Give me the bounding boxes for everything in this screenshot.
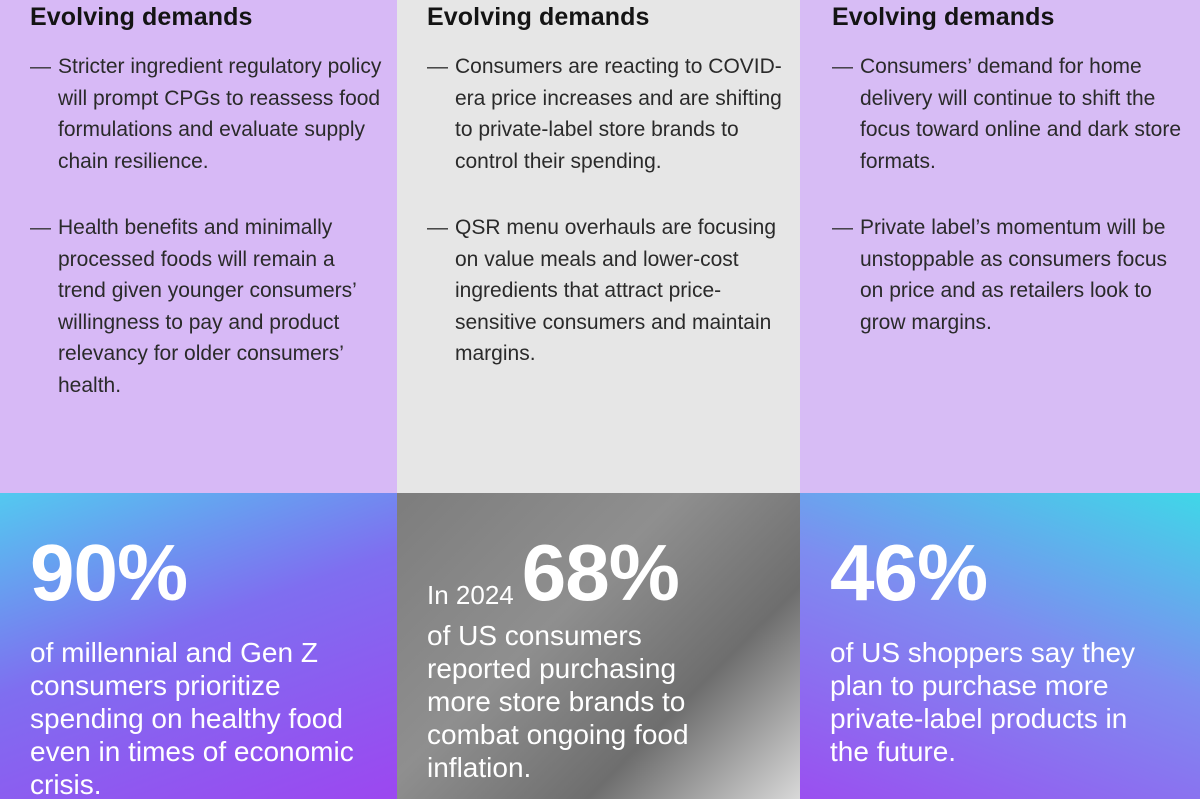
- column-heading: Evolving demands: [832, 3, 1055, 31]
- column-3: Evolving demands — Consumers’ demand for…: [800, 0, 1200, 799]
- list-item: — Private label’s momentum will be unsto…: [832, 212, 1200, 338]
- column-heading: Evolving demands: [427, 3, 650, 31]
- list-item: — QSR menu overhauls are focusing on val…: [427, 212, 800, 370]
- bullet-text: Consumers’ demand for home delivery will…: [860, 55, 1182, 173]
- stat-prefix: In 2024: [427, 580, 514, 610]
- dash-icon: —: [30, 55, 51, 78]
- dash-icon: —: [30, 216, 51, 239]
- list-item: — Health benefits and minimally processe…: [30, 212, 397, 401]
- column-2: Evolving demands — Consumers are reactin…: [397, 0, 800, 799]
- stat-value: 68%: [521, 528, 680, 617]
- dash-icon: —: [427, 55, 448, 78]
- bullet-text: QSR menu overhauls are focusing on value…: [455, 216, 776, 365]
- bullet-text: Private label’s momentum will be unstopp…: [860, 216, 1168, 334]
- stat-value: 46%: [830, 528, 988, 617]
- dash-icon: —: [427, 216, 448, 239]
- bullet-list: — Stricter ingredient regulatory policy …: [30, 51, 397, 401]
- column-1: Evolving demands — Stricter ingredient r…: [0, 0, 397, 799]
- stat-description: of US shoppers say they plan to purchase…: [830, 637, 1136, 767]
- stat-row: In 2024 68%: [427, 533, 780, 613]
- stat-description: of US consumers reported purchasing more…: [427, 620, 689, 783]
- column-1-stat-panel: 90% of millennial and Gen Z consumers pr…: [0, 493, 397, 799]
- stat-description: of millennial and Gen Z consumers priori…: [30, 637, 354, 799]
- column-3-stat-panel: 46% of US shoppers say they plan to purc…: [800, 493, 1200, 799]
- bullet-text: Stricter ingredient regulatory policy wi…: [58, 55, 382, 173]
- bullet-list: — Consumers’ demand for home delivery wi…: [832, 51, 1200, 338]
- list-item: — Stricter ingredient regulatory policy …: [30, 51, 397, 177]
- column-2-stat-panel: In 2024 68% of US consumers reported pur…: [397, 493, 800, 799]
- bullet-text: Consumers are reacting to COVID-era pric…: [455, 55, 782, 173]
- bullet-list: — Consumers are reacting to COVID-era pr…: [427, 51, 800, 370]
- bullet-text: Health benefits and minimally processed …: [58, 216, 357, 397]
- list-item: — Consumers are reacting to COVID-era pr…: [427, 51, 800, 177]
- column-3-demands-panel: Evolving demands — Consumers’ demand for…: [800, 0, 1200, 493]
- dash-icon: —: [832, 55, 853, 78]
- column-1-demands-panel: Evolving demands — Stricter ingredient r…: [0, 0, 397, 493]
- dash-icon: —: [832, 216, 853, 239]
- stat-value: 90%: [30, 528, 188, 617]
- list-item: — Consumers’ demand for home delivery wi…: [832, 51, 1200, 177]
- column-heading: Evolving demands: [30, 3, 253, 31]
- column-2-demands-panel: Evolving demands — Consumers are reactin…: [397, 0, 800, 493]
